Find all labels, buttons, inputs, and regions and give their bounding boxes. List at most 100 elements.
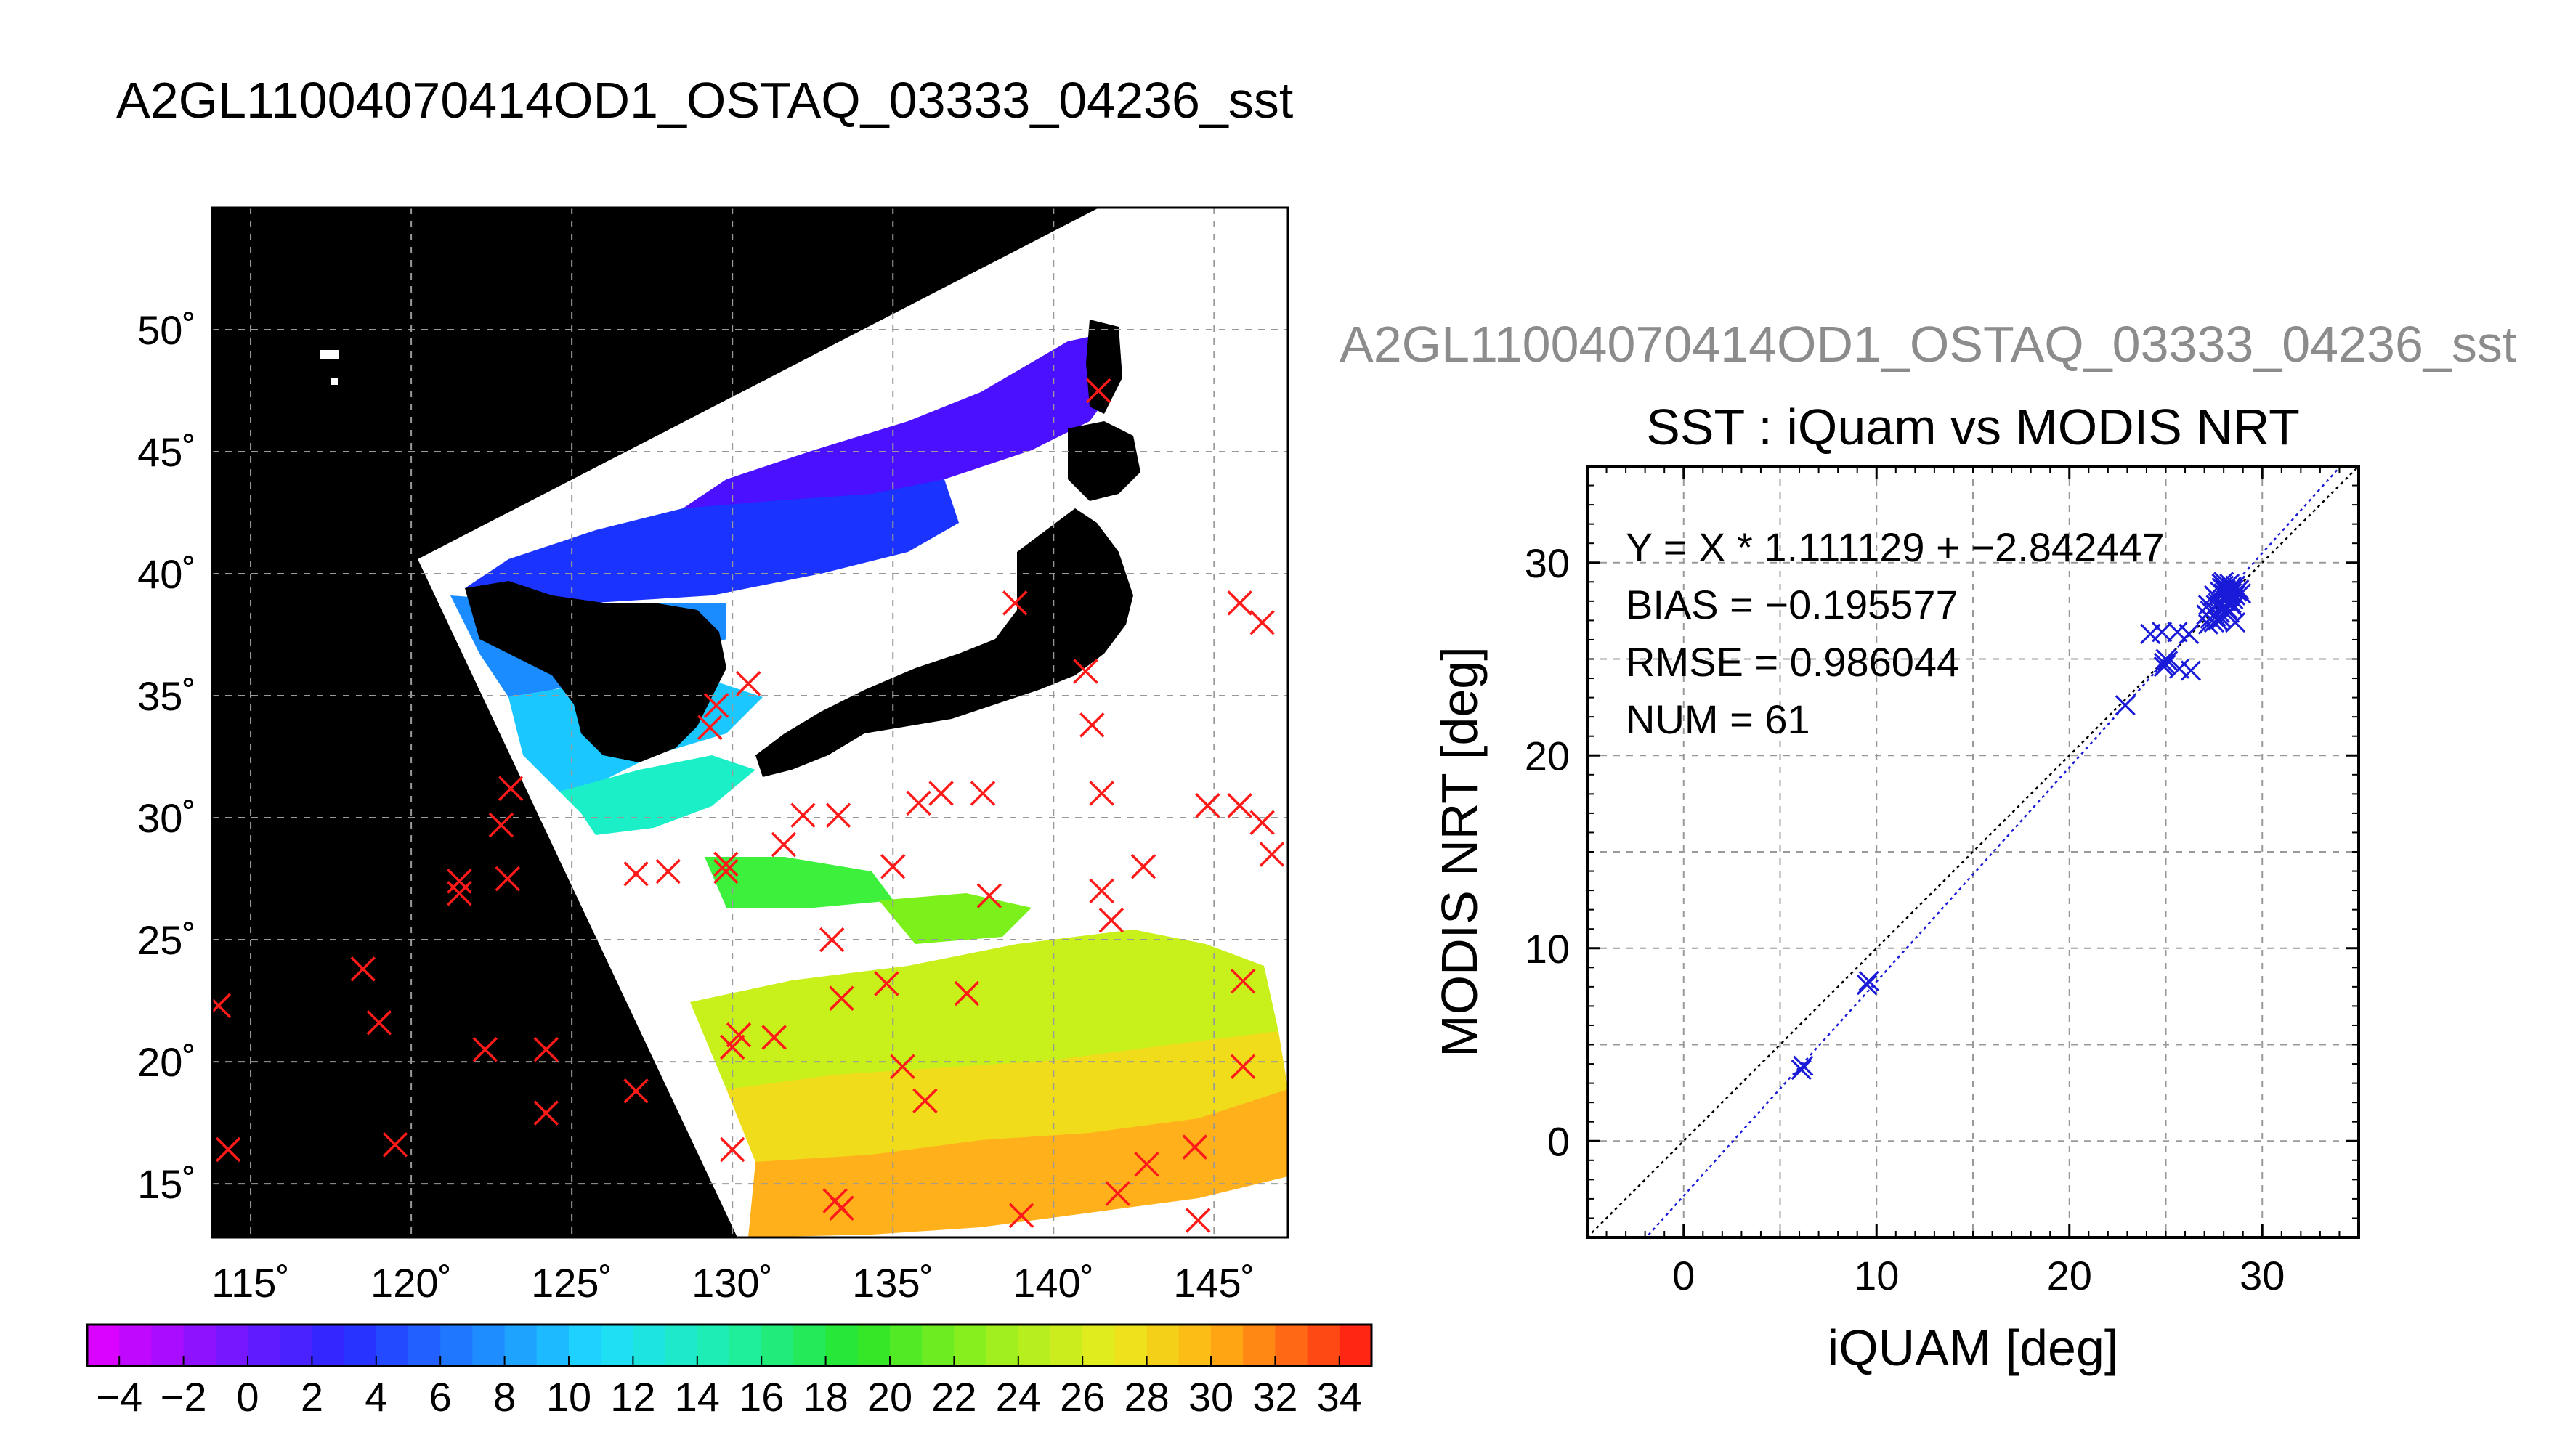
scatter-ylabel: MODIS NRT [deg]: [1431, 646, 1488, 1057]
map-station-marker-stroke: [954, 980, 980, 1006]
map-station-marker-stroke: [1230, 968, 1256, 994]
map-station-marker-stroke: [1073, 659, 1098, 684]
map-station-marker: [533, 1037, 559, 1062]
map-station-marker-stroke: [713, 858, 739, 884]
colorbar-tick-label: 30: [1188, 1374, 1233, 1420]
colorbar-tick-label: 6: [429, 1374, 452, 1420]
colorbar-tick-label: 18: [803, 1374, 848, 1420]
map-station-marker-stroke: [1130, 854, 1156, 879]
map-station-marker-stroke: [912, 1088, 938, 1114]
map-station-marker-stroke: [822, 1188, 848, 1213]
map-station-marker: [1085, 378, 1111, 404]
map-station-marker-stroke: [472, 1037, 498, 1062]
scatter-point: [1856, 975, 1878, 996]
map-station-markers: [212, 378, 1285, 1233]
map-station-marker-stroke: [623, 861, 649, 887]
map-station-marker-stroke: [1249, 609, 1275, 635]
map-station-marker: [726, 1022, 752, 1048]
y-tick-label: 30: [1525, 540, 1570, 586]
scatter-point: [1858, 970, 1879, 991]
land-japan: [755, 508, 1133, 777]
map-station-marker: [970, 781, 996, 806]
y-tick-label: 10: [1525, 926, 1570, 972]
longitude-tick-label: 145˚: [1173, 1260, 1255, 1306]
map-station-marker-stroke: [829, 985, 854, 1011]
scatter-point-stroke: [2221, 577, 2242, 598]
map-station-marker: [498, 776, 524, 801]
map-frame: [211, 206, 1289, 1239]
map-station-marker-stroke: [1182, 1134, 1208, 1160]
scatter-ticks: 0 10 20 30 0 10 20 30: [1525, 465, 2359, 1298]
scatter-point: [2219, 602, 2240, 623]
map-station-marker: [623, 1078, 649, 1104]
main-title: A2GL11004070414OD1_OSTAQ_03333_04236_sst: [116, 72, 1293, 129]
land-hokkaido: [1068, 421, 1140, 501]
scatter-point-stroke: [2167, 622, 2188, 643]
map-station-marker-stroke: [533, 1100, 559, 1126]
latitude-tick-label: 20˚: [137, 1039, 196, 1085]
map-station-marker-stroke: [1195, 793, 1220, 818]
map-station-marker: [1134, 1151, 1159, 1177]
map-station-marker-stroke: [1105, 1181, 1130, 1206]
map-station-marker: [366, 1010, 392, 1036]
longitude-tick-label: 120˚: [370, 1260, 452, 1306]
scatter-point: [2223, 596, 2244, 617]
map-station-marker-stroke: [212, 993, 232, 1014]
map-station-marker: [212, 993, 232, 1019]
map-station-marker: [623, 861, 649, 887]
colorbar-tick-label: −4: [96, 1374, 142, 1420]
longitude-tick-label: 130˚: [692, 1260, 773, 1306]
map-station-marker-stroke: [1079, 712, 1105, 738]
map-latitude-labels: 15˚ 20˚ 25˚ 30˚ 35˚ 40˚ 45˚ 50˚: [137, 307, 196, 1207]
scatter-subtitle: A2GL11004070414OD1_OSTAQ_03333_04236_sst: [1340, 316, 2516, 373]
scatter-point-stroke: [2152, 622, 2173, 643]
map-station-marker: [533, 1100, 559, 1126]
scatter-point-stroke: [2180, 660, 2202, 681]
scatter-point-stroke: [1856, 975, 1878, 996]
map-station-marker: [382, 1132, 408, 1158]
colorbar-segment: [1050, 1325, 1083, 1366]
map-station-marker-stroke: [697, 715, 723, 740]
map-station-marker-stroke: [928, 781, 954, 806]
map-station-marker-stroke: [703, 693, 729, 718]
colorbar-segment: [729, 1325, 762, 1366]
scatter-point: [2180, 660, 2202, 681]
latitude-tick-label: 15˚: [137, 1161, 196, 1207]
map-station-marker: [1130, 854, 1156, 879]
colorbar-segment: [601, 1325, 633, 1366]
colorbar-segment: [761, 1325, 794, 1366]
map-station-marker-stroke: [1227, 590, 1252, 616]
longitude-tick-label: 140˚: [1013, 1260, 1094, 1306]
map-station-marker: [713, 851, 739, 877]
map-grid: [212, 208, 1288, 1237]
map-station-marker: [447, 880, 472, 906]
latitude-tick-label: 25˚: [137, 917, 196, 963]
map-station-marker-stroke: [880, 854, 906, 879]
colorbar-segment: [890, 1325, 923, 1366]
colorbar-segment: [857, 1325, 891, 1366]
sst-band-green: [705, 857, 893, 908]
scatter-point-stroke: [2229, 579, 2250, 600]
map-station-marker: [713, 858, 739, 884]
map-station-marker-stroke: [1085, 378, 1111, 404]
colorbar-segment: [408, 1325, 441, 1366]
map-station-marker-stroke: [890, 1054, 915, 1080]
map-station-marker: [954, 980, 980, 1006]
colorbar-segment: [440, 1325, 473, 1366]
map-station-marker-stroke: [719, 1136, 745, 1163]
scatter-point-stroke: [1793, 1055, 1814, 1076]
colorbar-segment: [119, 1325, 152, 1366]
map-station-marker-stroke: [498, 776, 524, 801]
map-station-marker-stroke: [1089, 781, 1114, 806]
map-station-marker-stroke: [1002, 590, 1028, 616]
colorbar-tick-label: 10: [546, 1374, 591, 1420]
sst-band-orange: [748, 1089, 1288, 1237]
latitude-tick-label: 50˚: [137, 307, 196, 353]
colorbar-tick-label: 4: [365, 1374, 387, 1420]
map-station-marker-stroke: [1227, 793, 1252, 818]
colorbar-tick-label: 22: [931, 1374, 976, 1420]
map-station-marker: [1002, 590, 1028, 616]
sst-colorbar: −4 −2 0 2 4 6 8 10 12 14 16 18 20 22 24 26 28 30 32 34: [86, 1323, 1373, 1420]
map-station-marker: [906, 790, 931, 816]
